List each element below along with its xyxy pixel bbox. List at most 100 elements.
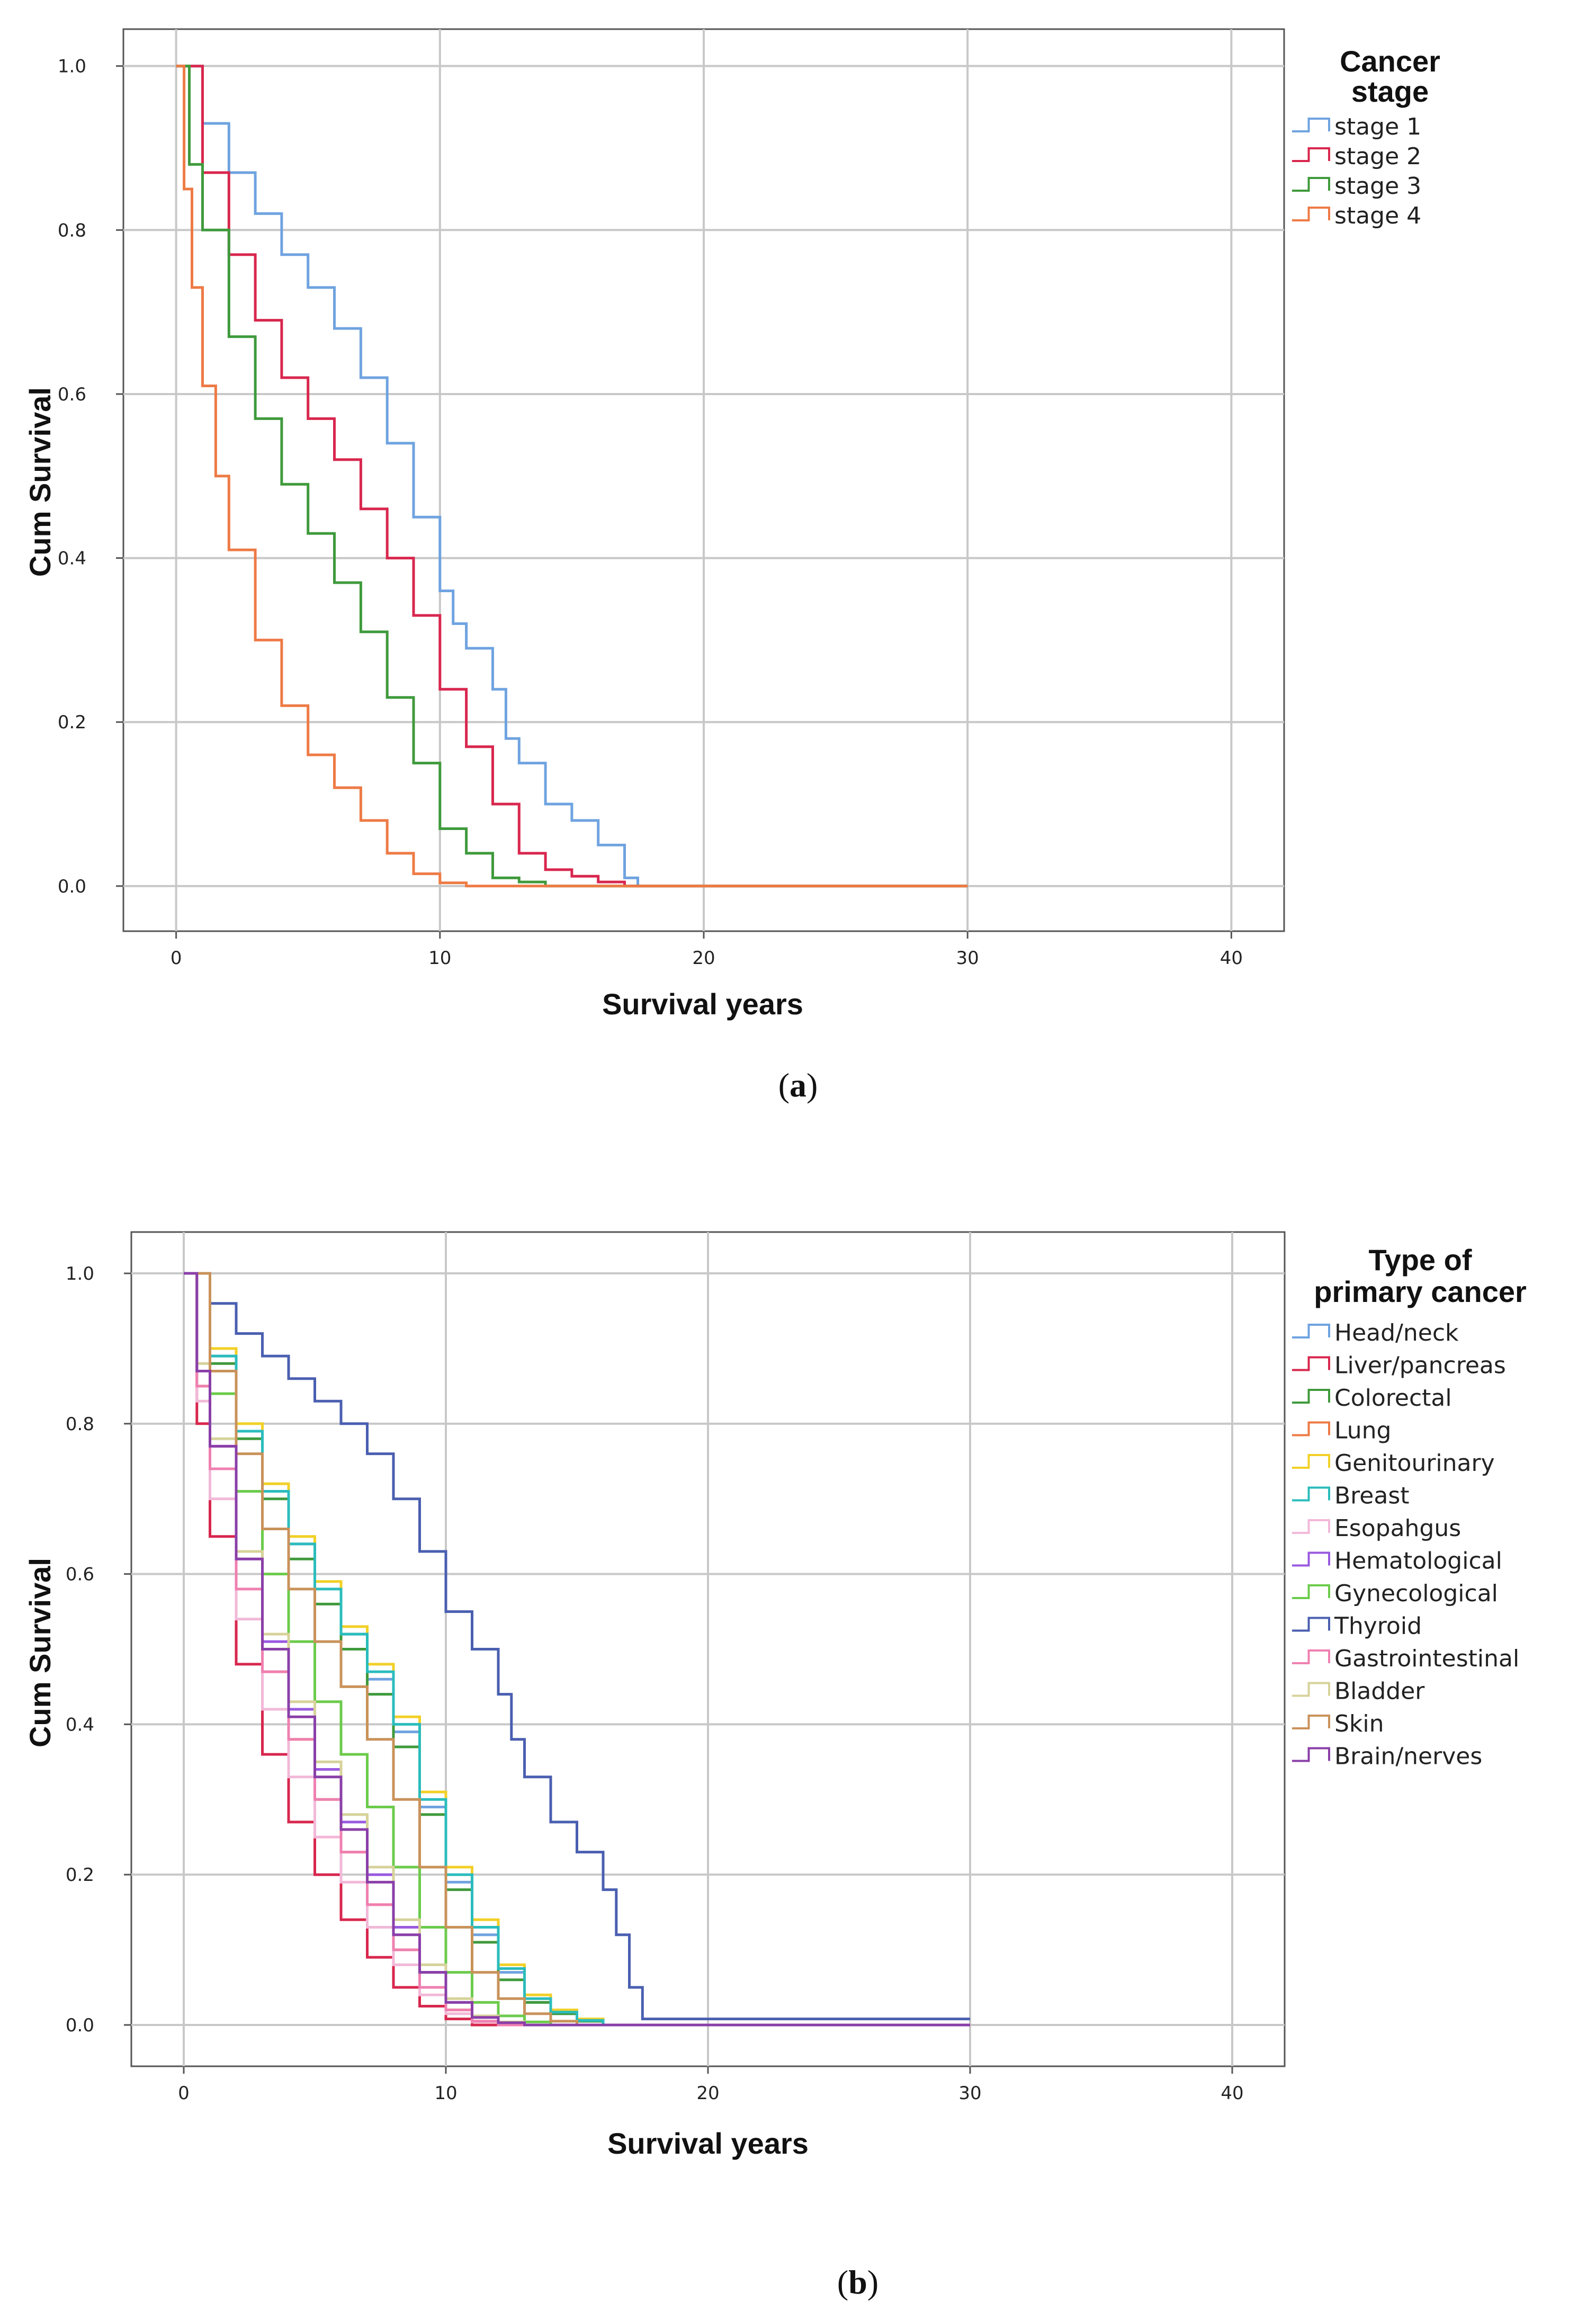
panel-b: 0 10 20 30 40 0.0 0.2 0.4 0.6 0.8 1.0 Cum Survival… — [23, 1231, 1527, 2301]
series-line-brain-nerves — [184, 1272, 970, 2027]
legend-swatch — [1292, 1421, 1330, 1436]
legend-item: Esopahgus — [1292, 1515, 1461, 1542]
y-tick-label-a: 0.6 — [58, 384, 86, 405]
legend-item: Liver/pancreas — [1292, 1352, 1506, 1379]
series-line-bladder — [184, 1272, 970, 2027]
legend-item: Head/neck — [1292, 1319, 1459, 1346]
x-axis-label-b: Survival years — [607, 2127, 809, 2160]
series-line-lung — [184, 1272, 970, 2027]
y-axis-label-b: Cum Survival — [23, 1558, 57, 1747]
caption-b-open: ( — [837, 2263, 848, 2301]
legend-label: Lung — [1334, 1417, 1391, 1444]
ticks-b: 0 10 20 30 40 0.0 0.2 0.4 0.6 0.8 1.0 — [66, 1263, 1244, 2104]
legend-swatch — [1292, 207, 1330, 221]
legend-label: Brain/nerves — [1334, 1743, 1482, 1770]
legend-swatch — [1292, 177, 1330, 192]
grid-a — [123, 29, 1284, 931]
caption-a-close: ) — [806, 1066, 818, 1104]
legend-swatch — [1292, 147, 1330, 162]
y-tick-label-b: 0.4 — [66, 1714, 94, 1735]
x-axis-label-a: Survival years — [602, 987, 803, 1021]
legend-label: Colorectal — [1334, 1385, 1452, 1412]
legend-swatch — [1292, 1389, 1330, 1404]
legend-title-a-line2: stage — [1351, 75, 1429, 108]
x-tick-label-b: 20 — [696, 2083, 719, 2104]
y-tick-label-a: 0.4 — [58, 548, 86, 569]
legend-label: stage 2 — [1334, 143, 1421, 170]
series-line-stage-1 — [176, 65, 968, 888]
caption-a-letter: a — [790, 1066, 806, 1104]
y-tick-label-b: 0.0 — [66, 2015, 94, 2036]
ticks-a: 0 10 20 30 40 0.0 0.2 0.4 0.6 0.8 1.0 — [58, 56, 1243, 969]
caption-b-close: ) — [867, 2263, 878, 2301]
series-line-hematological — [184, 1272, 970, 2027]
x-tick-label-b: 10 — [434, 2083, 457, 2104]
caption-b: (b) — [837, 2263, 878, 2301]
x-tick-label-a: 30 — [956, 948, 979, 969]
y-tick-label-a: 0.0 — [58, 876, 86, 897]
legend-swatch — [1292, 1519, 1330, 1534]
legend-swatch — [1292, 1324, 1330, 1339]
legend-swatch — [1292, 1747, 1330, 1762]
legend-items-b: Head/neck Liver/pancreas Colorectal Lung Gen… — [1292, 1319, 1519, 1770]
legend-label: Gastrointestinal — [1334, 1645, 1519, 1672]
legend-item: stage 2 — [1292, 143, 1421, 170]
x-tick-label-a: 0 — [171, 948, 182, 969]
series-line-genitourinary — [184, 1272, 970, 2027]
legend-swatch — [1292, 1617, 1330, 1632]
legend-item: Thyroid — [1292, 1613, 1422, 1640]
series-line-head-neck — [184, 1272, 970, 2027]
caption-a-open: ( — [778, 1066, 790, 1104]
x-tick-label-b: 40 — [1221, 2083, 1243, 2104]
legend-item: Hematological — [1292, 1548, 1502, 1575]
y-axis-label-a: Cum Survival — [23, 387, 57, 577]
legend-title-b-line2: primary cancer — [1314, 1275, 1527, 1308]
y-tick-label-a: 0.2 — [58, 712, 86, 733]
legend-item: Bladder — [1292, 1678, 1425, 1705]
x-tick-label-a: 10 — [428, 948, 451, 969]
legend-swatch — [1292, 1649, 1330, 1664]
legend-title-a-line1: Cancer — [1340, 44, 1440, 78]
y-tick-label-a: 1.0 — [58, 56, 86, 77]
legend-item: Genitourinary — [1292, 1450, 1495, 1477]
caption-b-letter: b — [848, 2263, 867, 2301]
series-a — [176, 65, 968, 888]
legend-swatch — [1292, 118, 1330, 132]
legend-swatch — [1292, 1682, 1330, 1697]
y-tick-label-a: 0.8 — [58, 220, 86, 241]
legend-item: Brain/nerves — [1292, 1743, 1482, 1770]
legend-label: Liver/pancreas — [1334, 1352, 1506, 1379]
legend-item: Gynecological — [1292, 1580, 1498, 1607]
series-b — [184, 1272, 970, 2027]
series-line-stage-4 — [176, 65, 968, 888]
legend-label: Head/neck — [1334, 1319, 1459, 1346]
legend-label: stage 1 — [1334, 113, 1421, 140]
legend-b: Type of primary cancer Head/neck Liver/pa… — [1292, 1243, 1527, 1770]
legend-item: Gastrointestinal — [1292, 1645, 1519, 1672]
x-tick-label-a: 40 — [1220, 948, 1243, 969]
legend-item: Skin — [1292, 1710, 1384, 1737]
legend-label: Genitourinary — [1334, 1450, 1495, 1477]
y-tick-label-b: 1.0 — [66, 1263, 94, 1284]
series-line-liver-pancreas — [184, 1272, 970, 2027]
legend-item: stage 1 — [1292, 113, 1421, 140]
legend-label: Thyroid — [1334, 1613, 1422, 1640]
legend-label: Gynecological — [1334, 1580, 1498, 1607]
legend-title-b-line1: Type of — [1369, 1243, 1472, 1277]
series-line-stage-2 — [176, 65, 968, 888]
legend-label: stage 4 — [1334, 202, 1421, 229]
series-line-breast — [184, 1272, 970, 2027]
x-tick-label-a: 20 — [692, 948, 715, 969]
series-line-gastrointestinal — [184, 1272, 970, 2027]
legend-swatch — [1292, 1454, 1330, 1469]
series-line-skin — [184, 1272, 970, 2027]
legend-swatch — [1292, 1551, 1330, 1567]
grid-b — [131, 1232, 1285, 2066]
y-tick-label-b: 0.8 — [66, 1414, 94, 1435]
caption-a: (a) — [778, 1066, 818, 1104]
legend-a: Cancer stage stage 1 stage 2 stage 3stage … — [1292, 44, 1440, 229]
y-tick-label-b: 0.6 — [66, 1564, 94, 1585]
series-line-colorectal — [184, 1272, 970, 2027]
